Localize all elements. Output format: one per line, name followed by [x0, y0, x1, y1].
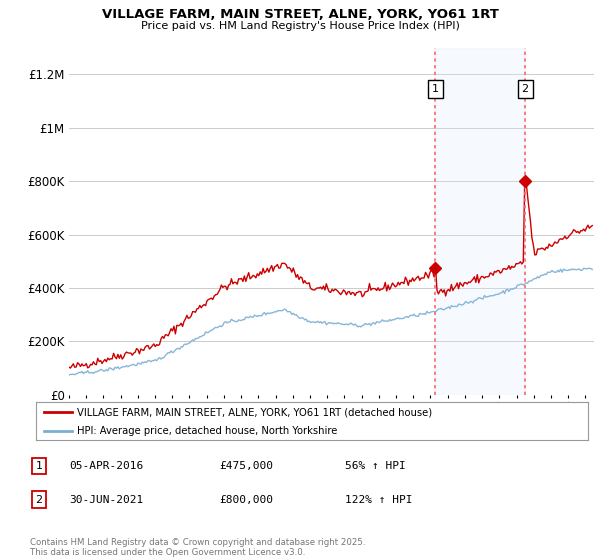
Text: 1: 1 — [431, 84, 439, 94]
Text: 56% ↑ HPI: 56% ↑ HPI — [345, 461, 406, 471]
Text: 122% ↑ HPI: 122% ↑ HPI — [345, 494, 413, 505]
Text: £800,000: £800,000 — [219, 494, 273, 505]
Text: 30-JUN-2021: 30-JUN-2021 — [69, 494, 143, 505]
Text: 2: 2 — [521, 84, 529, 94]
Bar — [435, 48, 525, 395]
Text: HPI: Average price, detached house, North Yorkshire: HPI: Average price, detached house, Nort… — [77, 426, 338, 436]
Text: £475,000: £475,000 — [219, 461, 273, 471]
Text: 05-APR-2016: 05-APR-2016 — [69, 461, 143, 471]
Text: Price paid vs. HM Land Registry's House Price Index (HPI): Price paid vs. HM Land Registry's House … — [140, 21, 460, 31]
Text: 2: 2 — [35, 494, 43, 505]
Text: VILLAGE FARM, MAIN STREET, ALNE, YORK, YO61 1RT (detached house): VILLAGE FARM, MAIN STREET, ALNE, YORK, Y… — [77, 407, 433, 417]
Text: VILLAGE FARM, MAIN STREET, ALNE, YORK, YO61 1RT: VILLAGE FARM, MAIN STREET, ALNE, YORK, Y… — [101, 8, 499, 21]
Text: Contains HM Land Registry data © Crown copyright and database right 2025.
This d: Contains HM Land Registry data © Crown c… — [30, 538, 365, 557]
Text: 1: 1 — [35, 461, 43, 471]
